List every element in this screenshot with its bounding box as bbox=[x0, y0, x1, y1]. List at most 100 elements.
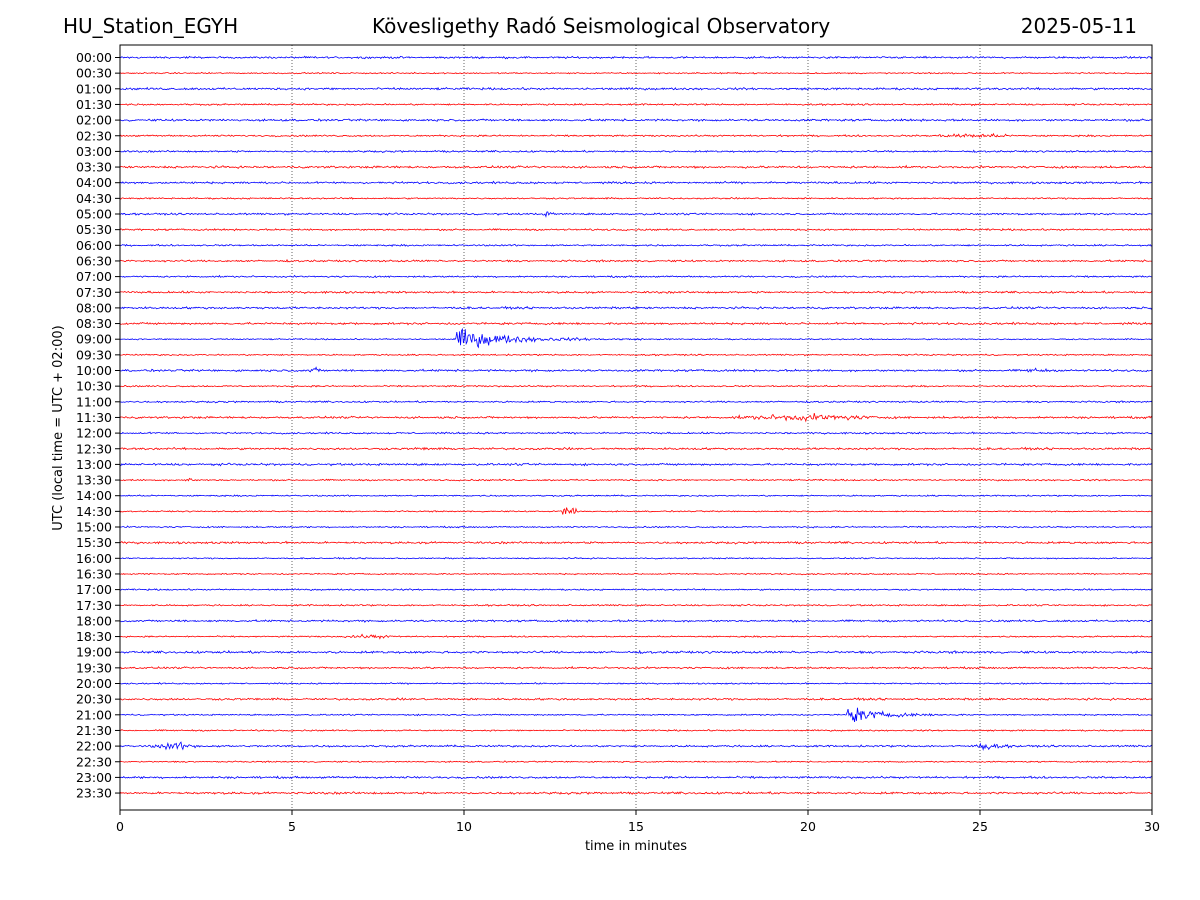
y-tick-label: 23:00 bbox=[76, 770, 112, 785]
y-tick-label: 10:30 bbox=[76, 379, 112, 394]
y-tick-label: 02:00 bbox=[76, 113, 112, 128]
y-tick-label: 07:30 bbox=[76, 285, 112, 300]
x-tick-label: 15 bbox=[628, 819, 644, 834]
x-tick-label: 20 bbox=[800, 819, 816, 834]
y-tick-label: 01:30 bbox=[76, 97, 112, 112]
y-tick-label: 05:00 bbox=[76, 207, 112, 222]
seismic-trace bbox=[119, 494, 1153, 498]
seismic-trace bbox=[119, 180, 1153, 185]
chart-title: Kövesligethy Radó Seismological Observat… bbox=[372, 14, 831, 38]
seismic-trace bbox=[119, 384, 1153, 388]
seismic-trace bbox=[119, 164, 1153, 170]
y-tick-label: 00:30 bbox=[76, 66, 112, 81]
y-tick-label: 03:00 bbox=[76, 144, 112, 159]
y-tick-label: 12:30 bbox=[76, 441, 112, 456]
x-tick-layer: 0 5 10 15 20 25 30 bbox=[116, 810, 1160, 834]
y-tick-label: 02:30 bbox=[76, 128, 112, 143]
seismic-trace bbox=[119, 321, 1153, 326]
y-tick-label: 15:30 bbox=[76, 535, 112, 550]
seismic-trace bbox=[119, 55, 1153, 60]
seismic-trace bbox=[119, 507, 1153, 515]
y-tick-label: 14:30 bbox=[76, 504, 112, 519]
x-tick-label: 30 bbox=[1144, 819, 1160, 834]
y-tick-label: 05:30 bbox=[76, 222, 112, 237]
y-tick-label: 21:00 bbox=[76, 707, 112, 722]
y-tick-label: 11:30 bbox=[76, 410, 112, 425]
seismic-trace bbox=[119, 525, 1153, 529]
seismic-trace bbox=[119, 243, 1153, 247]
y-tick-label: 18:30 bbox=[76, 629, 112, 644]
seismic-trace bbox=[119, 462, 1153, 467]
seismic-trace bbox=[119, 366, 1153, 373]
seismic-trace bbox=[119, 211, 1153, 218]
y-tick-label: 07:00 bbox=[76, 269, 112, 284]
seismic-trace bbox=[119, 412, 1153, 423]
x-tick-label: 0 bbox=[116, 819, 124, 834]
seismic-trace bbox=[119, 327, 1153, 349]
seismic-trace bbox=[119, 775, 1153, 780]
seismic-trace bbox=[119, 540, 1153, 545]
seismic-trace bbox=[119, 305, 1153, 310]
y-tick-label: 08:00 bbox=[76, 300, 112, 315]
y-tick-label: 04:30 bbox=[76, 191, 112, 206]
y-tick-label: 10:00 bbox=[76, 363, 112, 378]
trace-layer bbox=[119, 55, 1153, 796]
seismic-trace bbox=[119, 196, 1153, 200]
y-tick-label: 01:00 bbox=[76, 81, 112, 96]
seismic-trace bbox=[119, 477, 1153, 482]
y-tick-label: 21:30 bbox=[76, 723, 112, 738]
y-tick-label: 17:00 bbox=[76, 582, 112, 597]
x-tick-label: 25 bbox=[972, 819, 988, 834]
seismic-trace bbox=[119, 790, 1153, 796]
seismic-trace bbox=[119, 697, 1153, 702]
y-tick-label: 11:00 bbox=[76, 394, 112, 409]
station-name: HU_Station_EGYH bbox=[63, 14, 239, 38]
y-tick-label: 16:00 bbox=[76, 551, 112, 566]
y-tick-label: 19:00 bbox=[76, 645, 112, 660]
seismic-trace bbox=[119, 728, 1153, 732]
seismic-trace bbox=[119, 86, 1153, 91]
seismic-trace bbox=[119, 618, 1153, 623]
y-tick-layer: 00:0000:3001:0001:3002:0002:3003:0003:30… bbox=[76, 50, 120, 801]
seismic-trace bbox=[119, 572, 1153, 576]
seismic-trace bbox=[119, 71, 1153, 75]
y-tick-label: 06:00 bbox=[76, 238, 112, 253]
seismic-trace bbox=[119, 431, 1153, 435]
y-tick-label: 00:00 bbox=[76, 50, 112, 65]
y-tick-label: 13:00 bbox=[76, 457, 112, 472]
y-tick-label: 20:30 bbox=[76, 692, 112, 707]
y-tick-label: 09:00 bbox=[76, 332, 112, 347]
y-tick-label: 16:30 bbox=[76, 566, 112, 581]
y-tick-label: 20:00 bbox=[76, 676, 112, 691]
seismic-trace bbox=[119, 290, 1153, 295]
y-tick-label: 22:30 bbox=[76, 754, 112, 769]
y-tick-label: 15:00 bbox=[76, 520, 112, 535]
y-tick-label: 14:00 bbox=[76, 488, 112, 503]
seismic-trace bbox=[119, 760, 1153, 764]
y-tick-label: 12:00 bbox=[76, 426, 112, 441]
y-tick-label: 22:00 bbox=[76, 739, 112, 754]
y-tick-label: 04:00 bbox=[76, 175, 112, 190]
y-tick-label: 09:30 bbox=[76, 347, 112, 362]
y-tick-label: 17:30 bbox=[76, 598, 112, 613]
seismic-trace bbox=[119, 353, 1153, 357]
y-tick-label: 19:30 bbox=[76, 660, 112, 675]
y-tick-label: 13:30 bbox=[76, 473, 112, 488]
y-tick-label: 18:00 bbox=[76, 613, 112, 628]
y-tick-label: 08:30 bbox=[76, 316, 112, 331]
x-axis-label: time in minutes bbox=[585, 839, 687, 854]
seismic-trace bbox=[119, 588, 1153, 591]
seismic-trace bbox=[119, 665, 1153, 670]
seismic-trace bbox=[119, 649, 1153, 655]
seismic-trace bbox=[119, 399, 1153, 404]
seismic-trace bbox=[119, 149, 1153, 154]
y-tick-label: 06:30 bbox=[76, 253, 112, 268]
seismic-trace bbox=[119, 274, 1153, 279]
seismic-trace bbox=[119, 446, 1153, 451]
x-tick-label: 10 bbox=[456, 819, 472, 834]
y-tick-label: 23:30 bbox=[76, 786, 112, 801]
grid-layer bbox=[291, 45, 981, 810]
seismic-trace bbox=[119, 102, 1153, 107]
seismic-trace bbox=[119, 227, 1153, 232]
